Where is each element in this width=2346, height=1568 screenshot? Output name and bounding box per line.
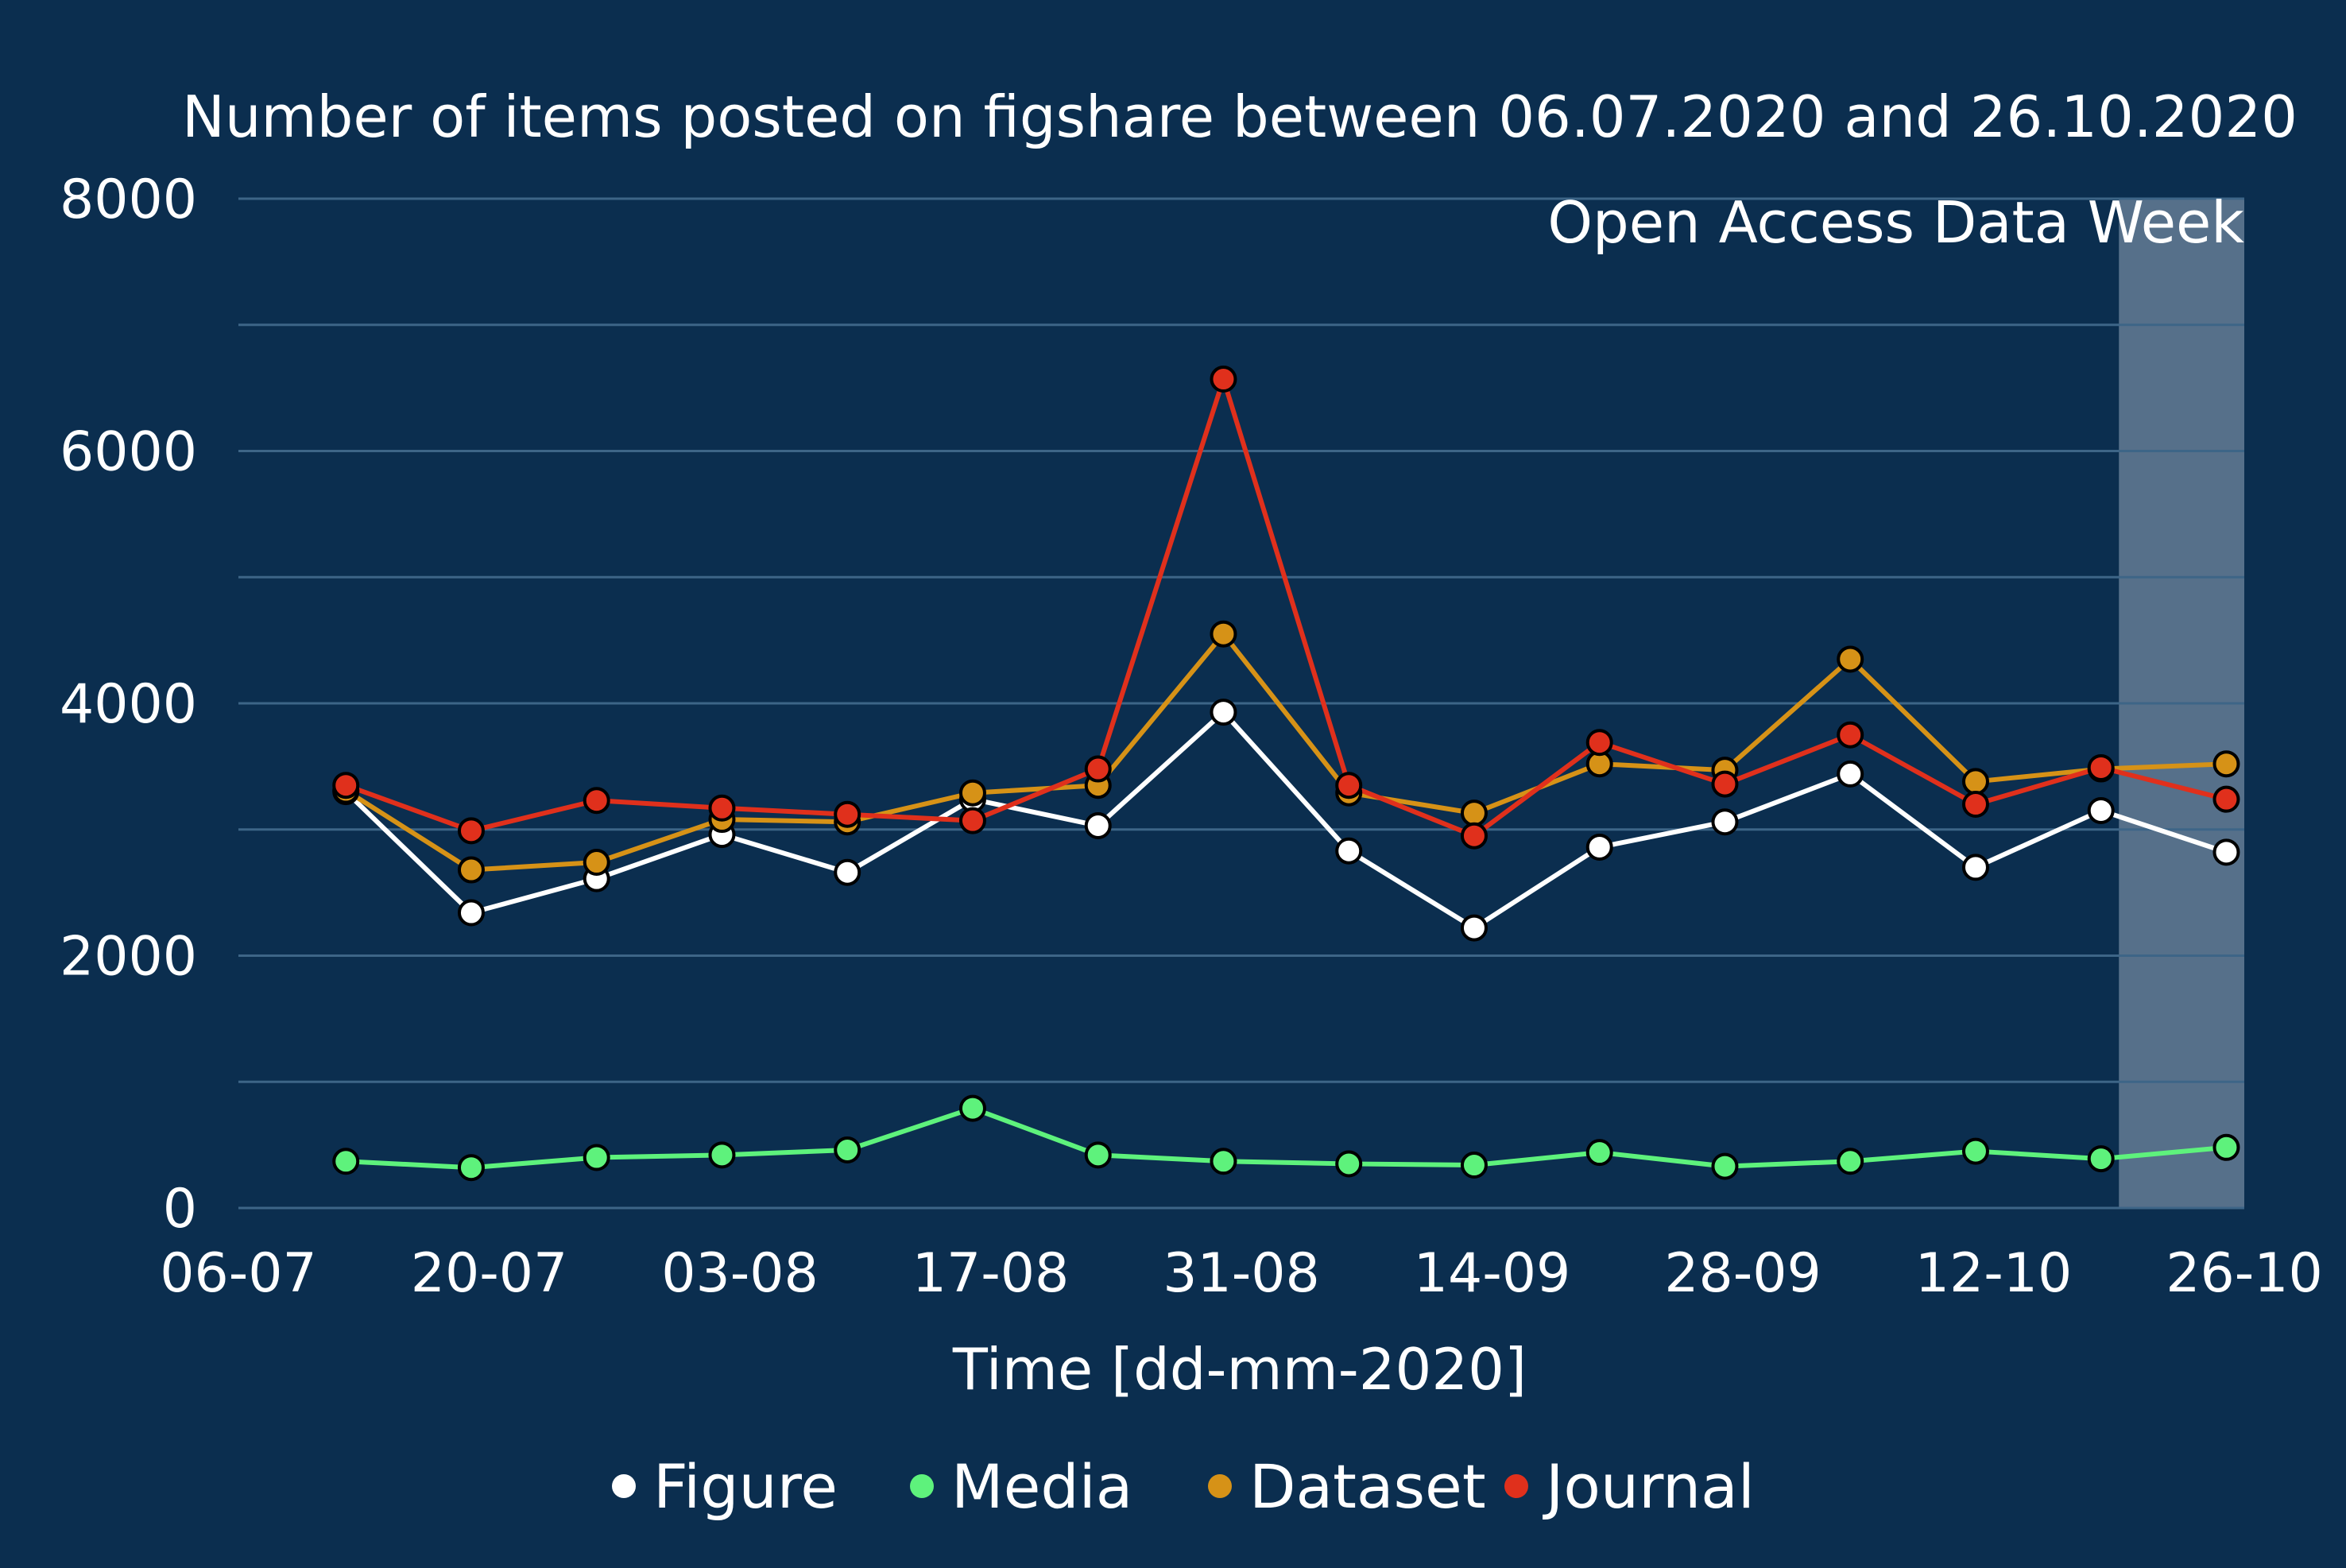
data-point-media [1335, 1150, 1363, 1178]
data-point-journal [1711, 770, 1739, 798]
data-point-journal [2212, 785, 2240, 813]
data-point-media [1210, 1148, 1237, 1175]
x-tick-label: 03-08 [661, 1242, 819, 1305]
series-line-dataset [344, 631, 2227, 873]
x-tick-label: 28-09 [1664, 1242, 1821, 1305]
data-point-dataset [1837, 645, 1864, 673]
data-point-media [583, 1144, 610, 1171]
data-point-media [2087, 1145, 2115, 1173]
x-axis-label: Time [dd-mm-2020] [952, 1336, 1527, 1403]
data-point-dataset [583, 849, 610, 877]
data-point-media [834, 1136, 861, 1163]
data-point-media [1460, 1152, 1488, 1179]
data-point-journal [457, 817, 485, 845]
y-tick-label: 2000 [60, 926, 197, 989]
data-point-journal [834, 800, 861, 828]
y-tick-label: 8000 [60, 168, 197, 231]
data-point-dataset [1460, 799, 1488, 827]
data-point-figure [1460, 914, 1488, 942]
y-tick-label: 6000 [60, 421, 197, 484]
data-point-figure [1961, 854, 1989, 881]
x-tick-label: 20-07 [411, 1242, 568, 1305]
legend-marker-dataset [1208, 1474, 1232, 1498]
data-point-journal [332, 772, 360, 799]
data-point-media [958, 1094, 986, 1122]
data-point-dataset [1210, 620, 1237, 648]
data-point-figure [1585, 833, 1613, 861]
data-point-dataset [958, 779, 986, 807]
data-point-figure [834, 858, 861, 886]
data-point-journal [1210, 366, 1237, 393]
data-point-figure [1210, 699, 1237, 726]
legend-marker-journal [1504, 1474, 1528, 1498]
x-tick-label: 26-10 [2166, 1242, 2323, 1305]
data-point-media [1961, 1137, 1989, 1165]
series-line-figure [344, 710, 2228, 931]
data-point-media [1585, 1139, 1613, 1167]
data-point-journal [583, 787, 610, 815]
legend-label-dataset: Dataset [1249, 1451, 1486, 1522]
x-tick-label: 17-08 [912, 1242, 1070, 1305]
data-point-media [332, 1148, 360, 1175]
legend-marker-media [910, 1474, 934, 1498]
data-point-media [2212, 1133, 2240, 1161]
x-tick-label: 31-08 [1163, 1242, 1320, 1305]
data-point-media [1837, 1148, 1864, 1175]
y-tick-label: 0 [163, 1178, 197, 1241]
x-tick-label: 14-09 [1414, 1242, 1571, 1305]
data-point-journal [1460, 822, 1488, 850]
data-point-media [1084, 1141, 1112, 1169]
legend-label-media: Media [951, 1451, 1132, 1522]
data-point-media [1711, 1152, 1739, 1180]
data-point-figure [1335, 837, 1363, 865]
data-point-journal [1335, 772, 1363, 799]
data-point-journal [708, 794, 736, 822]
y-tick-label: 4000 [60, 673, 197, 736]
data-point-figure [1711, 808, 1739, 836]
legend-label-journal: Journal [1543, 1451, 1755, 1522]
data-point-journal [958, 807, 986, 834]
data-point-dataset [1961, 768, 1989, 796]
highlight-label: Open Access Data Week [1547, 189, 2244, 256]
data-point-journal [1837, 721, 1864, 749]
data-point-dataset [457, 856, 485, 884]
data-point-figure [1837, 760, 1864, 788]
data-point-journal [1585, 729, 1613, 757]
data-point-figure [1084, 811, 1112, 839]
legend: Figure Media Dataset Journal [612, 1451, 1755, 1522]
data-point-dataset [2212, 750, 2240, 778]
x-tick-label: 06-07 [160, 1242, 317, 1305]
legend-marker-figure [612, 1474, 636, 1498]
series-line-media [346, 1105, 2227, 1171]
data-point-journal [2087, 753, 2115, 781]
chart-title: Number of items posted on figshare betwe… [182, 83, 2298, 150]
x-tick-label: 12-10 [1915, 1242, 2073, 1305]
data-point-journal [1961, 791, 1989, 818]
data-point-media [457, 1154, 485, 1182]
data-point-figure [2212, 838, 2240, 866]
legend-label-figure: Figure [653, 1451, 838, 1522]
data-point-journal [1084, 755, 1112, 783]
data-point-figure [457, 899, 485, 927]
data-point-figure [2087, 796, 2115, 824]
series-line-journal [345, 377, 2228, 838]
data-point-media [708, 1141, 736, 1169]
